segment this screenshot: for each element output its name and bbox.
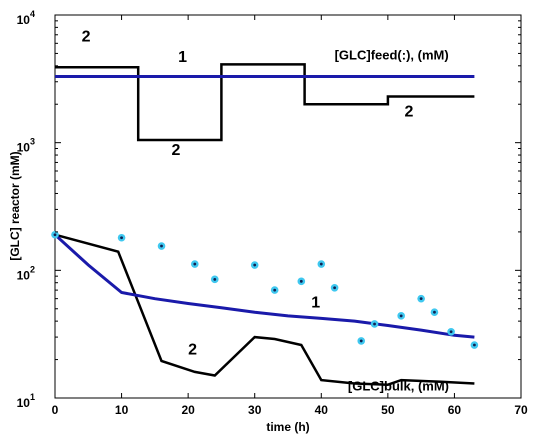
series-lines [53, 63, 475, 386]
measured-point-core [120, 236, 123, 240]
chart-annotation: [GLC]bulk, (mM) [348, 378, 449, 393]
plot-frame [54, 14, 522, 399]
chart-annotation: 2 [188, 341, 197, 358]
feed-series-2-line [55, 63, 475, 142]
measured-point-core [193, 262, 197, 266]
measured-point-core [299, 279, 303, 283]
chart-annotation: 2 [172, 142, 181, 159]
bulk-series-1-line [53, 233, 475, 339]
measured-point-core [433, 310, 436, 314]
chart-annotation: 2 [405, 104, 414, 121]
x-tick-label: 70 [514, 403, 528, 417]
measured-point-core [333, 286, 336, 290]
y-tick-label: 103 [17, 137, 35, 155]
chart-annotation: [GLC]feed(:), (mM) [335, 47, 449, 62]
measured-point-core [399, 314, 403, 318]
measured-point-core [253, 263, 257, 267]
chart-annotation: 1 [178, 49, 187, 66]
measured-point-core [160, 244, 163, 248]
measured-point-core [449, 330, 453, 334]
measured-point-core [473, 343, 476, 347]
measured-points [51, 230, 479, 349]
y-axis-ticks: 101 102 103 104 [17, 9, 521, 410]
x-tick-label: 50 [381, 403, 395, 417]
x-axis-label: time (h) [266, 420, 309, 434]
y-tick-label: 101 [17, 392, 35, 410]
y-axis-label: [GLC] reactor (mM) [8, 151, 22, 260]
x-tick-label: 60 [448, 403, 462, 417]
measured-point-core [373, 322, 376, 326]
measured-point-core [419, 297, 423, 301]
x-tick-label: 40 [315, 403, 329, 417]
measured-point-core [359, 339, 363, 343]
measured-point-core [273, 288, 277, 292]
measured-point-core [213, 277, 217, 281]
annotations: 2 1 [GLC]feed(:), (mM) 2 2 1 2 [GLC]bulk, (mM) [82, 29, 449, 394]
chart-annotation: 1 [311, 295, 320, 312]
x-tick-label: 20 [181, 403, 195, 417]
measured-point-core [53, 233, 57, 237]
x-tick-label: 10 [115, 403, 129, 417]
chart-annotation: 2 [82, 29, 91, 46]
measured-point-core [319, 262, 323, 266]
x-tick-label: 0 [52, 403, 59, 417]
x-tick-label: 30 [248, 403, 262, 417]
bulk-series-2-line [54, 233, 475, 386]
y-tick-label: 102 [17, 264, 35, 282]
y-tick-label: 104 [17, 9, 35, 27]
x-axis-ticks: 0 10 20 30 40 50 60 70 [52, 15, 528, 417]
